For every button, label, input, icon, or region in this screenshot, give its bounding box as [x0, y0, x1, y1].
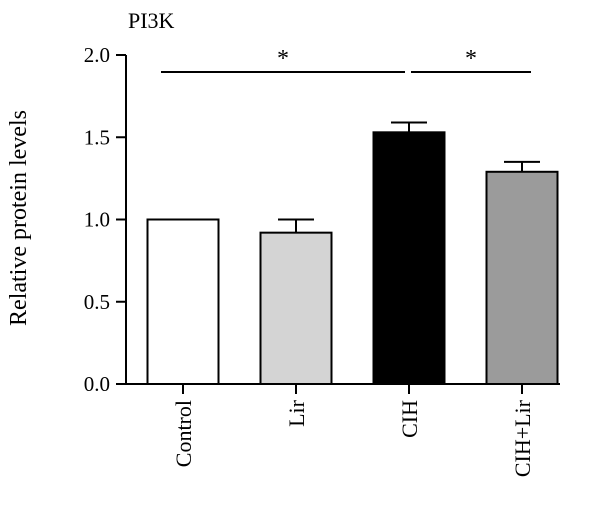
- y-axis-label: Relative protein levels: [6, 110, 32, 326]
- x-tick-label: Control: [171, 400, 196, 467]
- bar-lir: [259, 231, 333, 385]
- y-tick-label: 0.5: [84, 290, 110, 314]
- bar-cih-lir: [485, 170, 559, 385]
- y-tick-label: 1.0: [84, 208, 110, 232]
- significance-marker: *: [465, 46, 477, 72]
- x-tick-label: CIH: [397, 400, 422, 438]
- y-tick-label: 1.5: [84, 125, 110, 149]
- x-tick-label: CIH+Lir: [510, 399, 535, 477]
- y-tick-label: 2.0: [84, 43, 110, 67]
- significance-marker: *: [277, 46, 289, 72]
- y-tick-label: 0.0: [84, 372, 110, 396]
- bar-control: [146, 218, 220, 385]
- x-tick-label: Lir: [284, 399, 309, 427]
- chart-title: PI3K: [128, 8, 175, 33]
- bar-cih: [372, 131, 446, 385]
